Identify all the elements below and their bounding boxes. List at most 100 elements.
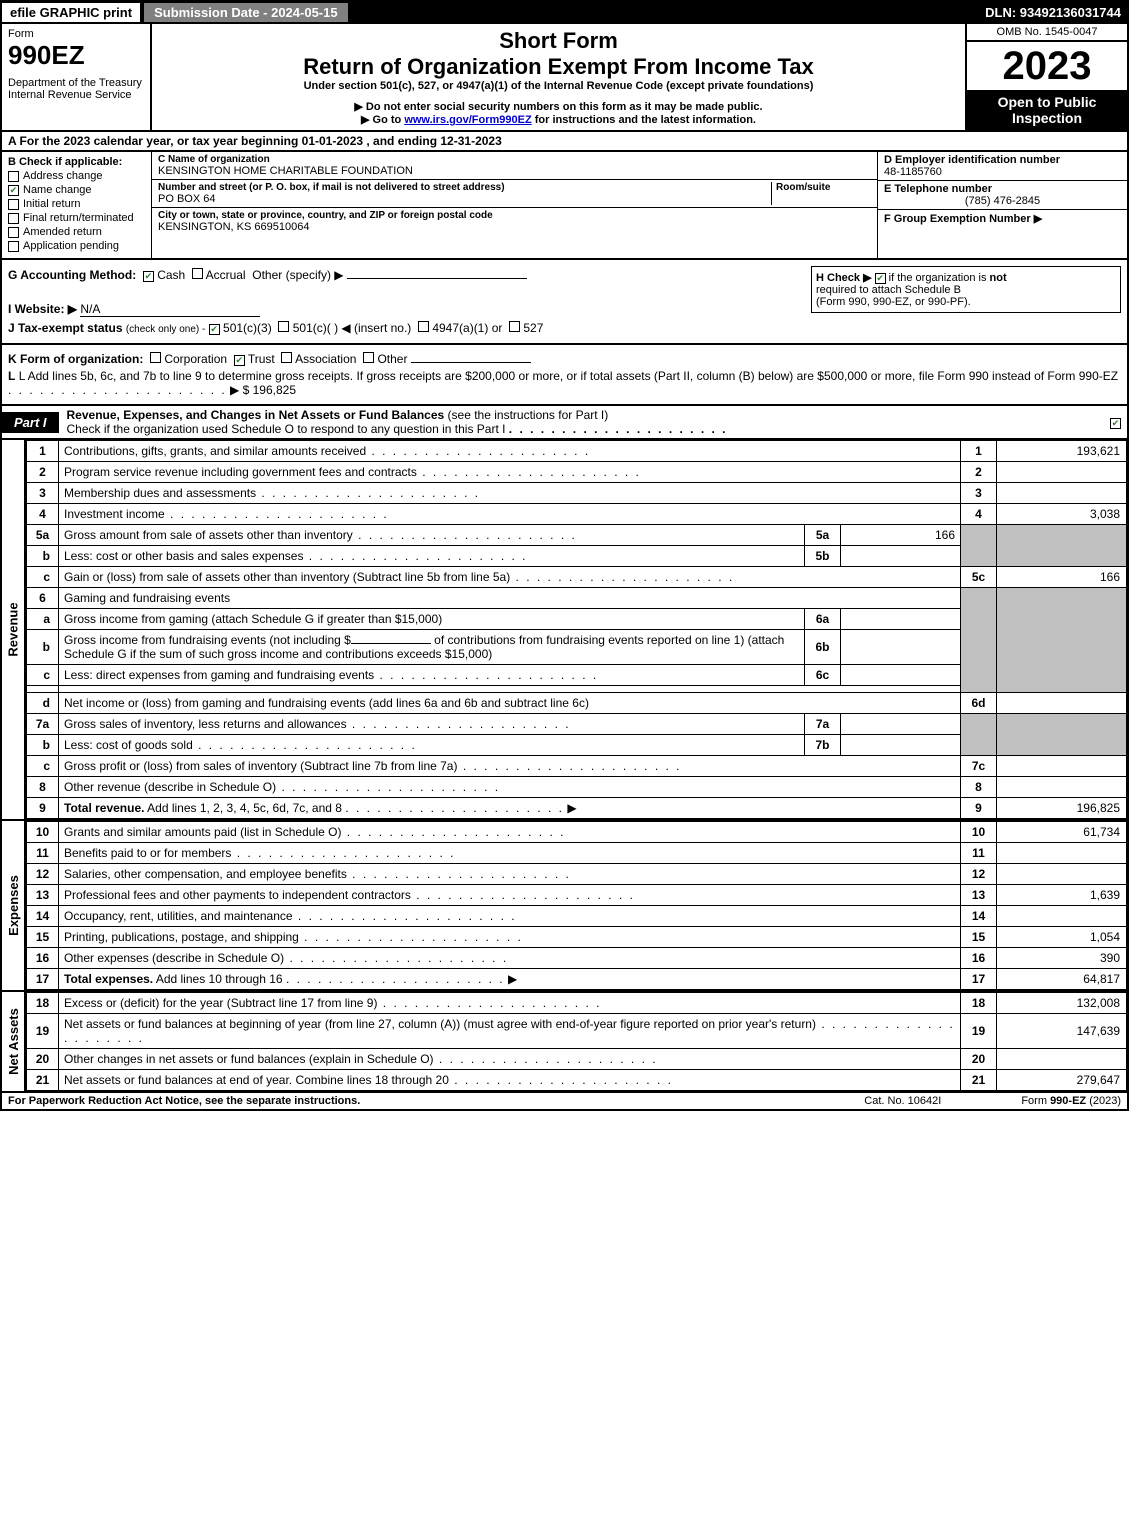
val-6c [841, 665, 961, 686]
i-label: I Website: ▶ [8, 302, 77, 316]
label-initial-return: Initial return [23, 198, 80, 210]
line-6d: d Net income or (loss) from gaming and f… [27, 693, 1127, 714]
val-21: 279,647 [997, 1070, 1127, 1091]
side-revenue: Revenue [2, 440, 26, 819]
h-line3: (Form 990, 990-EZ, or 990-PF). [816, 296, 971, 308]
netassets-section: Net Assets 18Excess or (deficit) for the… [0, 990, 1129, 1093]
check-initial-return[interactable] [8, 199, 19, 210]
section-h: H Check ▶ if the organization is not req… [811, 266, 1121, 313]
org-city: KENSINGTON, KS 669510064 [158, 221, 871, 233]
line-3: 3 Membership dues and assessments 3 [27, 483, 1127, 504]
part1-title: Revenue, Expenses, and Changes in Net As… [59, 406, 1110, 438]
form-header: Form 990EZ Department of the Treasury In… [0, 24, 1129, 132]
val-13: 1,639 [997, 885, 1127, 906]
netassets-table: 18Excess or (deficit) for the year (Subt… [26, 992, 1127, 1091]
submission-date: Submission Date - 2024-05-15 [142, 1, 350, 24]
c-name-label: C Name of organization [158, 154, 871, 165]
label-name-change: Name change [23, 184, 92, 196]
irs-link[interactable]: www.irs.gov/Form990EZ [404, 114, 531, 126]
line-16: 16Other expenses (describe in Schedule O… [27, 948, 1127, 969]
check-association[interactable] [281, 352, 292, 363]
check-527[interactable] [509, 321, 520, 332]
room-label: Room/suite [776, 182, 871, 193]
section-c: C Name of organization KENSINGTON HOME C… [152, 152, 877, 258]
check-address-change[interactable] [8, 171, 19, 182]
val-5a: 166 [841, 525, 961, 546]
label-final-return: Final return/terminated [23, 212, 134, 224]
check-501c[interactable] [278, 321, 289, 332]
footer-catno: Cat. No. 10642I [864, 1095, 941, 1107]
check-cash[interactable] [143, 271, 154, 282]
line-21: 21Net assets or fund balances at end of … [27, 1070, 1127, 1091]
check-other[interactable] [363, 352, 374, 363]
val-9: 196,825 [997, 798, 1127, 819]
h-not: not [990, 272, 1007, 284]
line-14: 14Occupancy, rent, utilities, and mainte… [27, 906, 1127, 927]
val-5b [841, 546, 961, 567]
dept-label: Department of the Treasury Internal Reve… [8, 77, 144, 101]
e-phone-label: E Telephone number [884, 183, 1121, 195]
g-other-field[interactable] [347, 278, 527, 279]
header-right: OMB No. 1545-0047 2023 Open to Public In… [967, 24, 1127, 130]
line-7a: 7a Gross sales of inventory, less return… [27, 714, 1127, 735]
val-16: 390 [997, 948, 1127, 969]
j-sub: (check only one) - [126, 324, 205, 335]
k-other-field[interactable] [411, 362, 531, 363]
line-17: 17Total expenses. Add lines 10 through 1… [27, 969, 1127, 990]
val-7c [997, 756, 1127, 777]
line-6: 6 Gaming and fundraising events [27, 588, 1127, 609]
form-word: Form [8, 28, 144, 40]
val-18: 132,008 [997, 993, 1127, 1014]
check-accrual[interactable] [192, 268, 203, 279]
header-center: Short Form Return of Organization Exempt… [152, 24, 967, 130]
dln-label: DLN: 93492136031744 [985, 5, 1129, 20]
line-19: 19Net assets or fund balances at beginni… [27, 1014, 1127, 1049]
label-application-pending: Application pending [23, 240, 119, 252]
val-6d [997, 693, 1127, 714]
line-7c: c Gross profit or (loss) from sales of i… [27, 756, 1127, 777]
k-label: K Form of organization: [8, 352, 143, 366]
expenses-table: 10Grants and similar amounts paid (list … [26, 821, 1127, 990]
check-h[interactable] [875, 273, 886, 284]
revenue-table: 1 Contributions, gifts, grants, and simi… [26, 440, 1127, 819]
k-corp: Corporation [164, 352, 227, 366]
d-ein-label: D Employer identification number [884, 154, 1121, 166]
line-18: 18Excess or (deficit) for the year (Subt… [27, 993, 1127, 1014]
check-corporation[interactable] [150, 352, 161, 363]
j-opt1: 501(c)(3) [223, 321, 272, 335]
h-post: if the organization is [889, 272, 990, 284]
row-a-tax-year: A For the 2023 calendar year, or tax yea… [0, 132, 1129, 152]
expenses-section: Expenses 10Grants and similar amounts pa… [0, 819, 1129, 990]
val-12 [997, 864, 1127, 885]
check-4947[interactable] [418, 321, 429, 332]
side-netassets: Net Assets [2, 992, 26, 1091]
val-1: 193,621 [997, 441, 1127, 462]
omb-number: OMB No. 1545-0047 [967, 24, 1127, 42]
form-title: Return of Organization Exempt From Incom… [160, 54, 957, 80]
check-trust[interactable] [234, 355, 245, 366]
val-15: 1,054 [997, 927, 1127, 948]
page-footer: For Paperwork Reduction Act Notice, see … [0, 1093, 1129, 1111]
goto-post: for instructions and the latest informat… [532, 114, 756, 126]
section-l: L L Add lines 5b, 6c, and 7b to line 9 t… [8, 369, 1121, 397]
goto-pre: ▶ Go to [361, 114, 404, 126]
revenue-section: Revenue 1 Contributions, gifts, grants, … [0, 440, 1129, 819]
line-1: 1 Contributions, gifts, grants, and simi… [27, 441, 1127, 462]
org-name: KENSINGTON HOME CHARITABLE FOUNDATION [158, 165, 871, 177]
j-label: J Tax-exempt status [8, 321, 123, 335]
val-10: 61,734 [997, 822, 1127, 843]
h-line2: required to attach Schedule B [816, 284, 961, 296]
check-amended-return[interactable] [8, 227, 19, 238]
check-part1-scho[interactable] [1110, 418, 1121, 429]
line-20: 20Other changes in net assets or fund ba… [27, 1049, 1127, 1070]
check-501c3[interactable] [209, 324, 220, 335]
c-street-label: Number and street (or P. O. box, if mail… [158, 182, 771, 193]
val-5c: 166 [997, 567, 1127, 588]
val-8 [997, 777, 1127, 798]
check-name-change[interactable] [8, 185, 19, 196]
l-text: L Add lines 5b, 6c, and 7b to line 9 to … [19, 369, 1118, 383]
footer-formref: Form 990-EZ (2023) [1021, 1095, 1121, 1107]
check-final-return[interactable] [8, 213, 19, 224]
check-application-pending[interactable] [8, 241, 19, 252]
line-2: 2 Program service revenue including gove… [27, 462, 1127, 483]
